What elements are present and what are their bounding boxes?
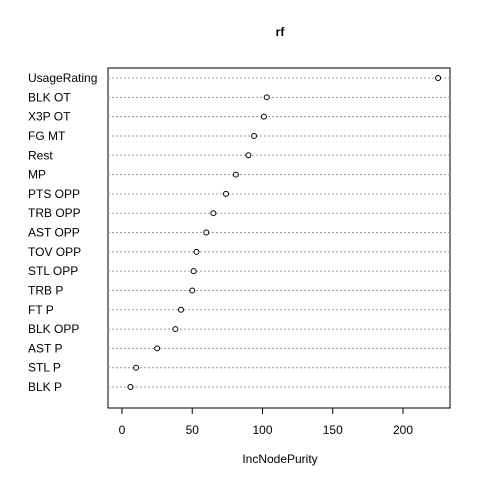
category-label: PTS OPP xyxy=(28,187,80,201)
data-point xyxy=(263,94,270,101)
x-tick-label: 200 xyxy=(393,423,413,437)
category-label: TRB P xyxy=(28,283,63,297)
x-tick-label: 50 xyxy=(186,423,200,437)
data-point xyxy=(193,248,200,255)
data-point xyxy=(251,132,258,139)
category-label: UsageRating xyxy=(28,71,97,85)
data-point xyxy=(189,287,196,294)
x-tick-label: 150 xyxy=(323,423,343,437)
category-label: MP xyxy=(28,168,46,182)
x-tick-label: 100 xyxy=(252,423,272,437)
chart-title: rf xyxy=(276,25,286,39)
x-axis: 0 50 100 150 200 xyxy=(119,408,413,437)
category-label: BLK P xyxy=(28,380,62,394)
category-label: TOV OPP xyxy=(28,245,81,259)
x-axis-label: IncNodePurity xyxy=(242,452,317,466)
category-label: STL P xyxy=(28,361,61,375)
data-point xyxy=(435,75,442,81)
data-point xyxy=(203,229,210,236)
category-label: BLK OT xyxy=(28,90,71,104)
category-label: STL OPP xyxy=(28,264,78,278)
data-point xyxy=(190,268,197,275)
data-point xyxy=(245,152,252,159)
data-point xyxy=(154,345,161,352)
category-labels: UsageRating BLK OT X3P OT FG MT Rest MP PTS OP… xyxy=(28,71,97,394)
data-point xyxy=(232,171,239,178)
category-label: FG MT xyxy=(28,129,66,143)
data-point xyxy=(178,306,185,313)
data-point xyxy=(210,210,217,217)
category-label: TRB OPP xyxy=(28,206,81,220)
category-label: Rest xyxy=(28,148,53,162)
category-label: AST OPP xyxy=(28,226,80,240)
data-point xyxy=(133,364,140,371)
data-point xyxy=(172,326,179,333)
data-point xyxy=(127,384,134,390)
category-label: X3P OT xyxy=(28,110,71,124)
data-points xyxy=(127,75,442,390)
plot-frame xyxy=(107,67,451,409)
category-label: AST P xyxy=(28,341,62,355)
data-point xyxy=(260,113,267,120)
category-label: BLK OPP xyxy=(28,322,79,336)
category-label: FT P xyxy=(28,303,54,317)
x-tick-label: 0 xyxy=(119,423,126,437)
data-point xyxy=(222,190,229,197)
guide-lines xyxy=(108,77,450,388)
